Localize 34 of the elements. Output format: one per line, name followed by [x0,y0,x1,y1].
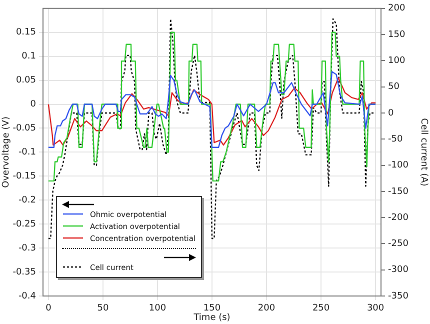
x-tick-label: 50 [97,304,109,314]
x-tick-label: 150 [203,304,221,314]
y-tick-label: -0.3 [18,243,36,254]
y-tick-label: 0.15 [16,28,36,38]
y-tick-label: -0.2 [18,195,36,206]
y-axis-title: Overvoltage (V) [2,116,12,188]
y-tick-label: -0.1 [18,148,36,158]
y-tick-label: -0.15 [12,172,36,182]
x-tick-label: 100 [148,304,166,314]
y-tick-label: 0.05 [16,76,36,86]
x-tick-label: 0 [46,304,52,314]
y2-tick-label: -250 [388,239,409,250]
y-tick-label: 0.1 [22,52,36,62]
y2-tick-label: 0 [388,108,394,118]
y2-tick-label: -300 [388,265,409,276]
y2-tick-label: -200 [388,212,409,223]
y2-tick-label: 50 [388,82,400,92]
y-tick-label: 0 [30,100,36,110]
y-tick-label: -0.25 [12,219,36,230]
x-tick-label: 200 [258,304,276,314]
y2-tick-label: -50 [388,134,403,144]
y2-tick-label: -150 [388,186,409,197]
y2-tick-label: 150 [388,30,406,40]
y2-tick-label: -100 [388,160,409,171]
y-tick-label: -0.4 [18,291,36,302]
y2-tick-label: -350 [388,291,409,302]
y-tick-label: -0.05 [12,124,36,134]
x-tick-label: 300 [366,304,384,314]
x-tick-label: 250 [312,304,330,314]
y-tick-label: -0.35 [12,267,36,278]
y2-tick-label: 100 [388,56,406,66]
y2-tick-label: 200 [388,4,406,14]
x-axis-title: Time (s) [192,312,230,323]
y2-axis-title: Cell current (A) [418,118,428,186]
